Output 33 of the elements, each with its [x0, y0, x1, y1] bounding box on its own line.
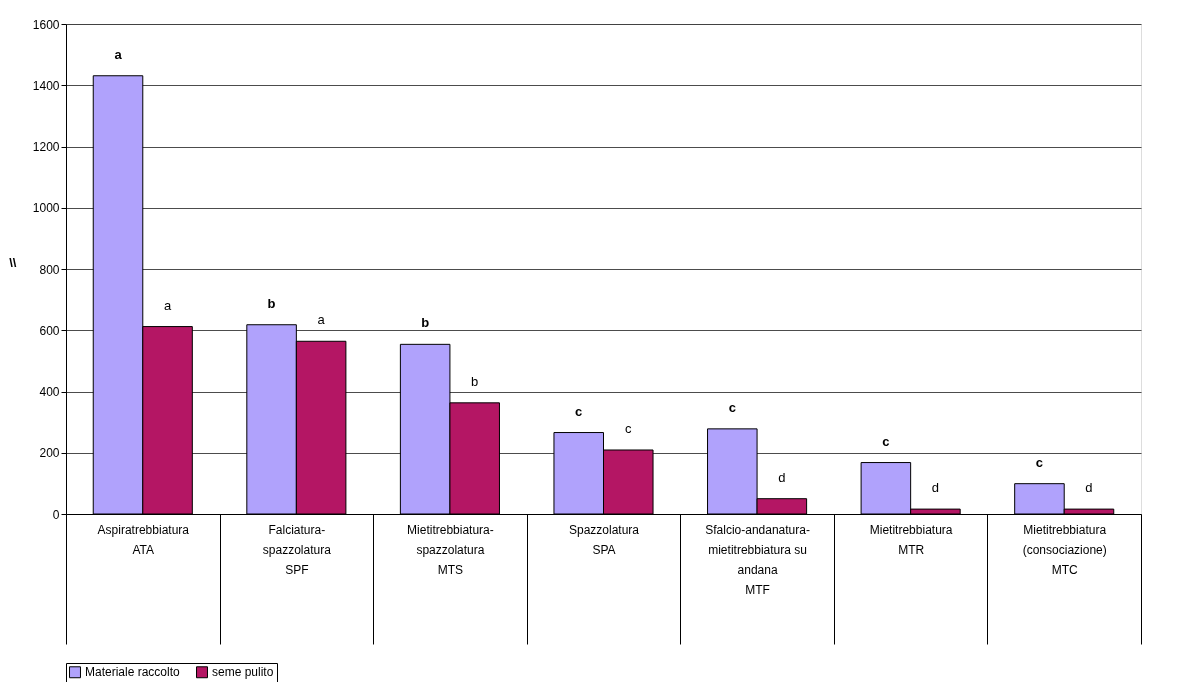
data-label: c: [882, 433, 890, 449]
data-label: b: [471, 373, 479, 389]
x-tick-label: Sfalcio-andanatura- mietitrebbiatura su andana MTF: [705, 522, 810, 597]
legend-label: Materiale raccolto: [85, 665, 181, 680]
x-tick-label: Mietitrebbiatura- spazzolatura MTS: [407, 522, 494, 577]
data-label: a: [114, 46, 123, 62]
data-label: d: [931, 480, 940, 496]
data-label: a: [163, 297, 172, 313]
y-tick-label: 1200: [32, 140, 60, 154]
x-tick-label: Spazzolatura SPA: [568, 522, 640, 557]
data-label: b: [267, 295, 276, 311]
x-tick-label: Mietitrebbiatura (consociazione) MTC: [1022, 522, 1107, 577]
y-tick-label: 0: [52, 507, 60, 522]
y-tick-label: 400: [39, 385, 60, 399]
data-label: d: [1085, 480, 1093, 496]
y-tick-label: 800: [39, 262, 60, 277]
data-label: a: [317, 312, 326, 328]
x-tick-label: Aspiratrebbiatura ATA: [97, 522, 190, 557]
y-axis-title: \\: [9, 254, 17, 270]
data-label: c: [1035, 454, 1044, 470]
y-tick-label: 1000: [32, 201, 60, 216]
y-tick-label: 600: [39, 323, 60, 338]
y-tick-label: 1600: [32, 17, 60, 32]
legend-label: seme pulito: [212, 665, 274, 680]
data-label: c: [625, 420, 633, 436]
y-tick-label: 200: [39, 446, 60, 461]
data-label: c: [575, 403, 583, 419]
data-label: d: [778, 469, 786, 485]
data-label: c: [728, 399, 736, 415]
data-label: b: [421, 315, 430, 331]
x-tick-label: Mietitrebbiatura MTR: [869, 522, 953, 557]
x-tick-label: Falciatura- spazzolatura SPF: [262, 522, 332, 577]
y-tick-label: 1400: [32, 78, 60, 93]
